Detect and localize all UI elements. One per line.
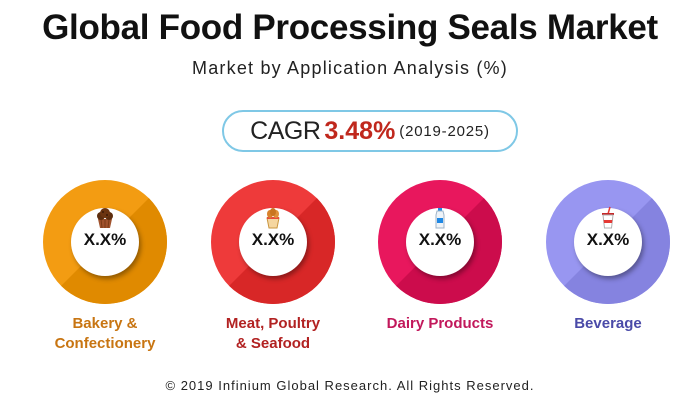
segment-value: X.X% — [251, 230, 295, 249]
label-line: Dairy Products — [386, 315, 494, 332]
segment-bakery: X.X% — [43, 180, 167, 304]
page-title: Global Food Processing Seals Market — [42, 8, 658, 47]
fried-chicken-icon — [266, 208, 280, 229]
cagr-value: 3.48% — [324, 116, 396, 145]
segment-value: X.X% — [83, 230, 127, 249]
segment-label-dairy: Dairy Products — [350, 314, 530, 334]
label-line: Meat, Poultry — [225, 315, 321, 332]
label-line: Beverage — [574, 315, 642, 332]
cagr-period: (2019-2025) — [399, 122, 490, 140]
cagr-badge: CAGR 3.48% (2019-2025) — [222, 110, 518, 152]
segment-beverage: X.X% — [546, 180, 670, 304]
segment-meat: X.X% — [211, 180, 335, 304]
segment-label-bakery: Bakery & Confectionery — [15, 314, 195, 354]
drink-cup-icon — [602, 206, 614, 229]
segment-value: X.X% — [418, 230, 462, 249]
label-line: Bakery & — [72, 315, 138, 332]
muffin-icon — [97, 208, 113, 229]
milk-bottle-icon — [435, 208, 445, 229]
label-line: & Seafood — [235, 335, 311, 352]
copyright-footer: © 2019 Infinium Global Research. All Rig… — [165, 378, 535, 393]
segment-value: X.X% — [586, 230, 630, 249]
label-line: Confectionery — [54, 335, 156, 352]
segment-label-beverage: Beverage — [518, 314, 698, 334]
segment-label-meat: Meat, Poultry & Seafood — [183, 314, 363, 354]
page-subtitle: Market by Application Analysis (%) — [192, 58, 508, 78]
segment-dairy: X.X% — [378, 180, 502, 304]
cagr-label: CAGR — [250, 116, 321, 145]
